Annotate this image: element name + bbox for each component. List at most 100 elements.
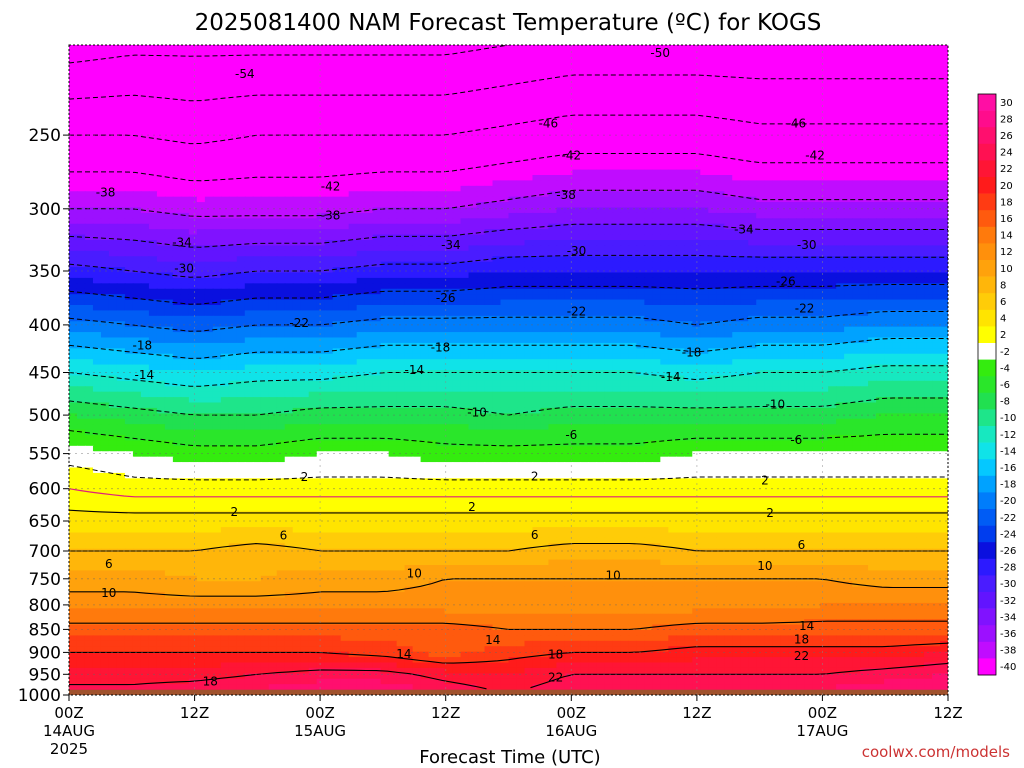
field-cell	[108, 158, 118, 165]
field-cell	[860, 131, 869, 138]
field-cell	[628, 131, 638, 138]
field-cell	[156, 126, 166, 133]
field-cell	[212, 223, 222, 230]
field-cell	[92, 88, 102, 95]
field-cell	[69, 77, 78, 84]
field-cell	[724, 229, 733, 236]
field-cell	[740, 158, 749, 165]
field-cell	[740, 55, 749, 62]
field-cell	[860, 218, 869, 225]
field-cell	[76, 88, 86, 95]
field-cell	[732, 137, 741, 144]
field-cell	[324, 234, 334, 241]
field-cell	[396, 180, 406, 187]
field-cell	[940, 218, 948, 225]
field-cell	[196, 261, 206, 268]
field-cell	[572, 185, 582, 192]
field-cell	[188, 50, 198, 57]
field-cell	[716, 283, 725, 290]
field-cell	[652, 218, 662, 225]
field-cell	[756, 66, 765, 73]
field-cell	[172, 66, 182, 73]
field-cell	[188, 158, 198, 165]
field-cell	[876, 45, 885, 52]
field-cell	[84, 256, 94, 263]
field-cell	[564, 240, 574, 247]
field-cell	[212, 50, 222, 57]
field-cell	[868, 283, 877, 290]
field-cell	[700, 191, 709, 198]
field-cell	[444, 137, 454, 144]
field-cell	[76, 202, 86, 209]
field-cell	[812, 175, 821, 182]
field-cell	[124, 120, 134, 127]
field-cell	[332, 88, 342, 95]
field-cell	[228, 104, 238, 111]
field-cell	[188, 267, 198, 274]
field-cell	[284, 99, 294, 106]
field-cell	[332, 234, 342, 241]
field-cell	[532, 175, 542, 182]
field-cell	[612, 77, 622, 84]
field-cell	[172, 93, 182, 100]
field-cell	[908, 55, 917, 62]
field-cell	[668, 55, 678, 62]
field-cell	[492, 153, 502, 160]
field-cell	[532, 261, 542, 268]
field-cell	[892, 66, 901, 73]
field-cell	[420, 283, 430, 290]
field-cell	[572, 169, 582, 176]
field-cell	[204, 185, 214, 192]
field-cell	[924, 110, 933, 117]
field-cell	[260, 272, 270, 279]
field-cell	[740, 261, 749, 268]
field-cell	[380, 277, 390, 285]
field-cell	[69, 277, 78, 285]
field-cell	[292, 169, 302, 176]
field-cell	[308, 55, 318, 62]
field-cell	[540, 99, 550, 106]
field-cell	[124, 77, 134, 84]
field-cell	[532, 169, 542, 176]
field-cell	[164, 196, 174, 203]
field-cell	[876, 77, 885, 84]
field-cell	[908, 88, 917, 95]
field-cell	[676, 115, 685, 122]
field-cell	[332, 256, 342, 263]
field-cell	[940, 147, 948, 155]
field-cell	[868, 164, 877, 171]
field-cell	[788, 250, 797, 257]
field-cell	[700, 126, 709, 133]
field-cell	[748, 55, 757, 62]
field-cell	[244, 207, 254, 214]
field-cell	[452, 240, 462, 247]
field-cell	[428, 99, 438, 106]
field-cell	[148, 153, 158, 160]
field-cell	[292, 153, 302, 160]
field-cell	[220, 120, 230, 127]
field-cell	[412, 207, 422, 214]
field-cell	[116, 185, 126, 192]
field-cell	[652, 185, 662, 192]
field-cell	[700, 137, 709, 144]
field-cell	[700, 99, 709, 106]
field-cell	[796, 261, 805, 268]
field-cell	[396, 55, 406, 62]
field-cell	[292, 218, 302, 225]
field-cell	[84, 110, 94, 117]
field-cell	[788, 77, 797, 84]
field-cell	[372, 191, 382, 198]
field-cell	[300, 77, 310, 84]
field-cell	[204, 218, 214, 225]
field-cell	[692, 158, 701, 165]
field-cell	[764, 110, 773, 117]
field-cell	[252, 120, 262, 127]
field-cell	[780, 88, 789, 95]
field-cell	[108, 283, 118, 290]
field-cell	[596, 240, 606, 247]
field-cell	[868, 147, 877, 155]
field-cell	[796, 153, 805, 160]
field-cell	[612, 212, 622, 220]
field-cell	[116, 229, 126, 236]
field-cell	[708, 277, 717, 285]
